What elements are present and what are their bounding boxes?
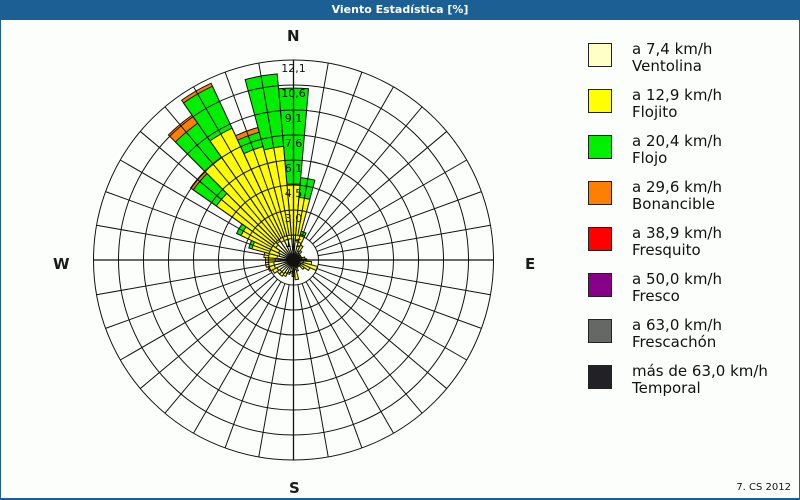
grid-radial (309, 278, 423, 414)
legend-range: a 50,0 km/h (632, 270, 722, 288)
legend-swatch (588, 273, 612, 297)
legend-range: a 12,9 km/h (632, 86, 722, 104)
grid-radial (301, 283, 363, 449)
ring-label: 1,5 (285, 237, 303, 250)
grid-radial (305, 281, 394, 434)
grid-radial (258, 284, 290, 458)
legend-swatch (588, 135, 612, 159)
legend-swatch (588, 181, 612, 205)
legend-name: Fresco (632, 287, 680, 305)
grid-radial (193, 281, 282, 434)
legend-swatch (588, 227, 612, 251)
grid-radial (139, 131, 275, 245)
grid-radial (139, 275, 275, 389)
legend-range: a 20,4 km/h (632, 132, 722, 150)
grid-radial (96, 263, 269, 296)
grid-radial (120, 159, 273, 248)
ring-label: 7,6 (285, 137, 303, 150)
legend-range: más de 63,0 km/h (632, 362, 768, 380)
grid-radial (193, 86, 282, 239)
compass-east-label: E (525, 255, 536, 273)
ring-label: 9,1 (285, 112, 303, 125)
grid-radial (301, 71, 363, 237)
legend-range: a 63,0 km/h (632, 316, 722, 334)
grid-radial (96, 224, 269, 257)
grid-radial (316, 191, 482, 252)
legend-name: Bonancible (632, 195, 716, 213)
grid-radial (318, 224, 491, 257)
legend-name: Ventolina (632, 57, 702, 75)
ring-label: 4,5 (285, 187, 303, 200)
grid-radial (224, 283, 286, 449)
compass-south-label: S (289, 479, 300, 497)
ring-label: 10,6 (281, 87, 306, 100)
legend-range: a 29,6 km/h (632, 178, 722, 196)
compass-west-label: W (53, 255, 70, 273)
chart-title: Viento Estadística [%] (0, 0, 800, 20)
grid-radial (105, 268, 271, 329)
legend-range: a 7,4 km/h (632, 40, 713, 58)
grid-radial (316, 268, 482, 329)
grid-radial (314, 272, 467, 361)
grid-radial (312, 131, 448, 245)
legend-name: Fresquito (632, 241, 701, 259)
legend-swatch (588, 89, 612, 113)
ring-label: 12,1 (281, 62, 306, 75)
grid-radial (120, 272, 273, 361)
legend-name: Temporal (632, 379, 701, 397)
grid-radial (305, 86, 394, 239)
center-hub (287, 254, 300, 266)
legend-range: a 38,9 km/h (632, 224, 722, 242)
grid-radial (297, 284, 329, 458)
legend-name: Flojo (632, 149, 668, 167)
grid-radial (309, 106, 423, 242)
ring-label: 6,1 (285, 162, 303, 175)
legend-swatch (588, 43, 612, 67)
grid-radial (258, 62, 290, 236)
grid-radial (164, 278, 278, 414)
compass-north-label: N (287, 27, 300, 45)
grid-radial (312, 275, 448, 389)
footer-text: 7. CS 2012 (736, 482, 791, 493)
legend-swatch (588, 319, 612, 343)
legend-swatch (588, 365, 612, 389)
grid-radial (224, 71, 286, 237)
legend-name: Flojito (632, 103, 678, 121)
bottom-border (0, 498, 800, 500)
legend-name: Frescachón (632, 333, 717, 351)
grid-radial (318, 263, 491, 296)
grid-radial (314, 159, 467, 248)
grid-radial (164, 106, 278, 242)
ring-label: 3,0 (285, 212, 303, 225)
grid-radial (105, 191, 271, 252)
grid-radial (297, 62, 329, 236)
